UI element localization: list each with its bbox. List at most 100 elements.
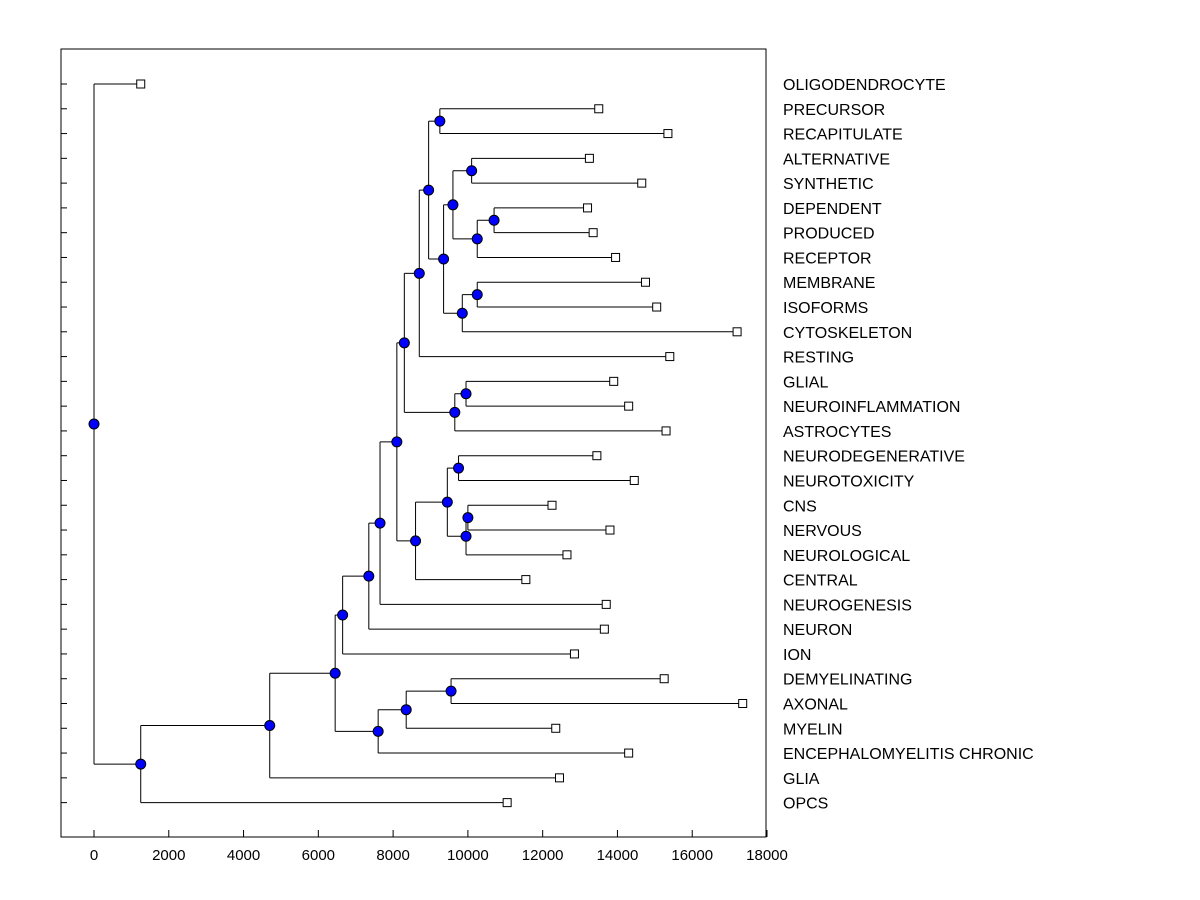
x-axis-tick-labels: 0 2000 4000 6000 8000 10000 12000 14000 16000 180… <box>90 847 788 864</box>
leaf-label-dependent: DEPENDENT <box>783 201 882 218</box>
leaf-marker-recapitulate <box>663 129 673 139</box>
merge-node-m14 <box>453 462 465 474</box>
merge-node-root <box>88 418 100 430</box>
merge-node-m23 <box>445 685 457 697</box>
leaf-label-axonal: AXONAL <box>783 697 848 714</box>
leaf-marker-oligodendrocyte <box>136 79 146 89</box>
leaf-label-oligodendrocyte: OLIGODENDROCYTE <box>783 77 946 94</box>
leaf-marker-produced <box>588 228 598 238</box>
leaf-marker-resting <box>665 352 675 362</box>
merge-node-m17 <box>441 496 453 508</box>
x-tick-label: 14000 <box>597 847 639 864</box>
leaf-label-alternative: ALTERNATIVE <box>783 151 890 168</box>
merge-node-m5 <box>471 289 483 301</box>
leaf-label-nervous: NERVOUS <box>783 523 862 540</box>
x-tick-label: 6000 <box>302 847 335 864</box>
merge-node-m11 <box>460 388 472 400</box>
leaf-marker-cns <box>547 500 557 510</box>
leaf-label-opcs: OPCS <box>783 796 828 813</box>
x-tick-label: 8000 <box>376 847 409 864</box>
leaf-marker-isoforms <box>652 302 662 312</box>
x-tick-label: 16000 <box>671 847 713 864</box>
leaf-label-recapitulate: RECAPITULATE <box>783 127 903 144</box>
leaf-marker-alternative <box>584 153 594 163</box>
merge-node-m16 <box>460 530 472 542</box>
merge-node-m10 <box>413 267 425 279</box>
leaf-label-resting: RESTING <box>783 350 854 367</box>
leaf-label-myelin: MYELIN <box>783 721 843 738</box>
leaf-marker-ion <box>569 649 579 659</box>
tick-marks <box>61 83 768 837</box>
merge-node-m20 <box>374 517 386 529</box>
leaf-label-membrane: MEMBRANE <box>783 275 875 292</box>
x-tick-label: 0 <box>90 847 98 864</box>
leaf-label-neurodegenerative: NEURODEGENERATIVE <box>783 449 965 466</box>
leaf-marker-demyelinating <box>659 674 669 684</box>
leaf-marker-glia <box>554 773 564 783</box>
merge-node-m26 <box>329 667 341 679</box>
leaf-label-neuroinflammation: NEUROINFLAMMATION <box>783 399 960 416</box>
merge-node-m18 <box>410 535 422 547</box>
merge-node-m9 <box>423 184 435 196</box>
leaf-label-glia: GLIA <box>783 771 820 788</box>
leaf-label-central: CENTRAL <box>783 573 858 590</box>
leaf-marker-neurological <box>562 550 572 560</box>
leaf-label-astrocytes: ASTROCYTES <box>783 424 891 441</box>
merge-node-m27 <box>264 720 276 732</box>
leaf-label-precursor: PRECURSOR <box>783 102 885 119</box>
merge-node-m12 <box>449 406 461 418</box>
merge-node-m13 <box>398 337 410 349</box>
merge-node-m24 <box>400 704 412 716</box>
leaf-label-cytoskeleton: CYTOSKELETON <box>783 325 912 342</box>
leaf-labels: OLIGODENDROCYTE PRECURSOR RECAPITULATE ALTE… <box>783 77 1034 813</box>
leaf-marker-dependent <box>583 203 593 213</box>
leaf-label-ion: ION <box>783 647 811 664</box>
merge-node-m8 <box>434 115 446 127</box>
leaf-label-produced: PRODUCED <box>783 226 875 243</box>
x-tick-label: 2000 <box>152 847 185 864</box>
leaf-marker-myelin <box>551 723 561 733</box>
merge-node-m4 <box>447 199 459 211</box>
merge-node-m3 <box>466 165 478 177</box>
dendrogram-nodes <box>88 79 748 808</box>
merge-node-m21 <box>363 570 375 582</box>
leaf-label-receptor: RECEPTOR <box>783 250 872 267</box>
x-tick-label: 4000 <box>227 847 260 864</box>
merge-node-m19 <box>391 436 403 448</box>
leaf-marker-astrocytes <box>661 426 671 436</box>
merge-node-m25 <box>372 725 384 737</box>
leaf-marker-membrane <box>640 277 650 287</box>
leaf-label-encephalomyelitis-chronic: ENCEPHALOMYELITIS CHRONIC <box>783 746 1034 763</box>
leaf-label-cns: CNS <box>783 498 817 515</box>
merge-node-m7 <box>438 253 450 265</box>
x-tick-label: 12000 <box>522 847 564 864</box>
leaf-marker-receptor <box>611 252 621 262</box>
leaf-marker-axonal <box>738 699 748 708</box>
leaf-marker-neuroinflammation <box>624 401 634 411</box>
leaf-label-synthetic: SYNTHETIC <box>783 176 874 193</box>
leaf-label-neurotoxicity: NEUROTOXICITY <box>783 473 915 490</box>
leaf-label-neuron: NEURON <box>783 622 852 639</box>
merge-node-m2 <box>471 233 483 245</box>
merge-node-m15 <box>462 512 474 524</box>
merge-node-m6 <box>456 307 468 319</box>
leaf-label-neurological: NEUROLOGICAL <box>783 548 910 565</box>
leaf-marker-neurotoxicity <box>629 475 639 485</box>
leaf-marker-neuron <box>599 624 609 634</box>
leaf-marker-neurodegenerative <box>592 451 602 461</box>
leaf-marker-central <box>521 575 531 585</box>
leaf-marker-nervous <box>605 525 615 535</box>
dendrogram-edges <box>93 83 743 804</box>
leaf-marker-opcs <box>502 798 512 808</box>
leaf-marker-encephalomyelitis-chronic <box>624 748 634 758</box>
merge-node-m28 <box>135 758 147 770</box>
leaf-label-isoforms: ISOFORMS <box>783 300 868 317</box>
leaf-marker-synthetic <box>637 178 647 188</box>
x-tick-label: 18000 <box>746 847 788 864</box>
leaf-label-neurogenesis: NEUROGENESIS <box>783 597 912 614</box>
merge-node-m1 <box>488 214 500 226</box>
leaf-marker-glial <box>609 376 619 386</box>
leaf-marker-neurogenesis <box>601 599 611 609</box>
merge-node-m22 <box>337 609 349 621</box>
